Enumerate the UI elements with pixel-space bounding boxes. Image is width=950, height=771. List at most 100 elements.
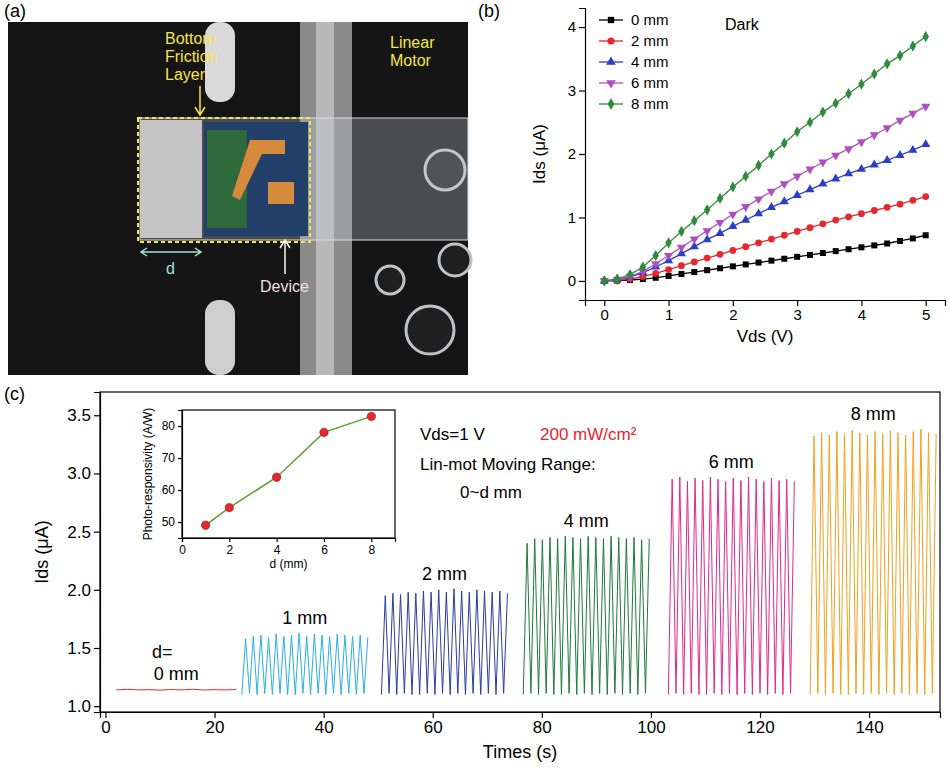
series-marker (818, 160, 827, 168)
x-tick-label: 0 (179, 543, 186, 557)
motor-hole (439, 244, 471, 276)
series-marker (651, 261, 660, 269)
x-axis-title: d (mm) (270, 557, 308, 571)
series-marker (884, 58, 890, 69)
x-tick: 120 (746, 712, 774, 737)
y-tick-label: 2.5 (67, 523, 91, 542)
y-tick: 80 (162, 419, 182, 433)
motor-slot (205, 300, 235, 375)
series-marker (909, 197, 916, 204)
x-tick: 3 (793, 300, 801, 323)
series-marker (754, 196, 763, 204)
series-marker (910, 235, 916, 241)
series-marker (717, 193, 723, 204)
series-marker (768, 148, 774, 159)
series-line (116, 689, 236, 691)
legend: 0 mm2 mm4 mm6 mm8 mm (599, 11, 669, 112)
y-tick-mark (579, 90, 585, 91)
series-line (206, 416, 372, 525)
series-marker (858, 244, 864, 250)
series-marker (794, 254, 800, 260)
series-marker (754, 208, 763, 216)
series-marker (807, 224, 814, 231)
chart-panel: 0204060801001201401.01.52.02.53.03.5Time… (32, 392, 941, 762)
x-tick-mark (229, 538, 230, 542)
photo-label: Device (260, 278, 309, 295)
series-marker (832, 217, 839, 224)
series-marker (805, 167, 814, 175)
series-line (604, 37, 925, 281)
label-arrow (280, 240, 290, 274)
series-marker (908, 145, 917, 153)
y-tick: 3 (568, 82, 585, 99)
dimension-arrow (141, 248, 201, 256)
series-marker (908, 111, 917, 119)
series-marker (715, 220, 724, 228)
series-marker (844, 146, 853, 154)
x-tick-label: 120 (746, 718, 774, 737)
legend-label: 2 mm (631, 32, 669, 49)
x-tick-mark (277, 538, 278, 542)
series-marker (807, 252, 813, 258)
legend-marker (608, 17, 614, 23)
panel-letter: (b) (478, 1, 500, 21)
y-tick-label: 3.5 (67, 406, 91, 425)
x-axis: 02468 (179, 538, 395, 557)
y-tick-label: 2 (568, 145, 576, 162)
plot-marks (116, 429, 936, 694)
x-tick: 60 (424, 712, 443, 737)
series-marker (857, 139, 866, 147)
series-marker (831, 173, 840, 181)
y-axis-line (94, 393, 101, 713)
x-tick: 2 (226, 538, 233, 557)
y-tick-mark (94, 648, 100, 649)
series-marker (691, 269, 697, 275)
x-axis: 020406080100120140 (101, 712, 941, 737)
friction-outline (138, 118, 310, 242)
segment-label: 0 mm (154, 664, 199, 684)
y-tick-mark (178, 458, 182, 459)
series-marker (832, 98, 838, 109)
legend-marker (607, 37, 614, 44)
legend-entry: 8 mm (599, 95, 669, 112)
series-line (604, 144, 925, 280)
y-tick-mark (579, 27, 585, 28)
series-marker (910, 41, 916, 52)
series-marker (601, 275, 607, 286)
series-marker (833, 248, 839, 254)
plot-frame (182, 410, 395, 538)
motor-hole (376, 266, 404, 294)
x-axis-title: Times (s) (483, 742, 557, 762)
series-marker (781, 256, 787, 262)
legend-marker (606, 80, 616, 88)
series-line (242, 633, 368, 695)
series-marker (883, 125, 892, 133)
series-marker (320, 428, 328, 436)
series-marker (845, 213, 852, 220)
series-marker (793, 190, 802, 198)
series-marker (742, 243, 749, 250)
series-marker (921, 104, 930, 112)
y-tick: 70 (162, 451, 182, 465)
series-marker (715, 228, 724, 236)
x-tick: 2 (729, 300, 737, 323)
x-tick-label: 2 (226, 543, 233, 557)
series-marker (858, 79, 864, 90)
series-marker (741, 204, 750, 212)
series-marker (742, 171, 748, 182)
series-marker (729, 247, 736, 254)
series-marker (884, 241, 890, 247)
y-axis-line (178, 411, 183, 539)
x-axis: 012345 (586, 300, 946, 323)
y-tick-label: 2.0 (67, 581, 91, 600)
series-marker (897, 50, 903, 61)
series-marker (743, 261, 749, 267)
y-tick: 4 (568, 18, 585, 35)
y-tick: 1.5 (67, 639, 100, 658)
series-marker (780, 181, 789, 189)
x-tick-label: 80 (533, 718, 552, 737)
y-tick-mark (579, 217, 585, 218)
series-line (523, 536, 649, 694)
series-marker (704, 204, 710, 215)
x-tick-label: 6 (321, 543, 328, 557)
